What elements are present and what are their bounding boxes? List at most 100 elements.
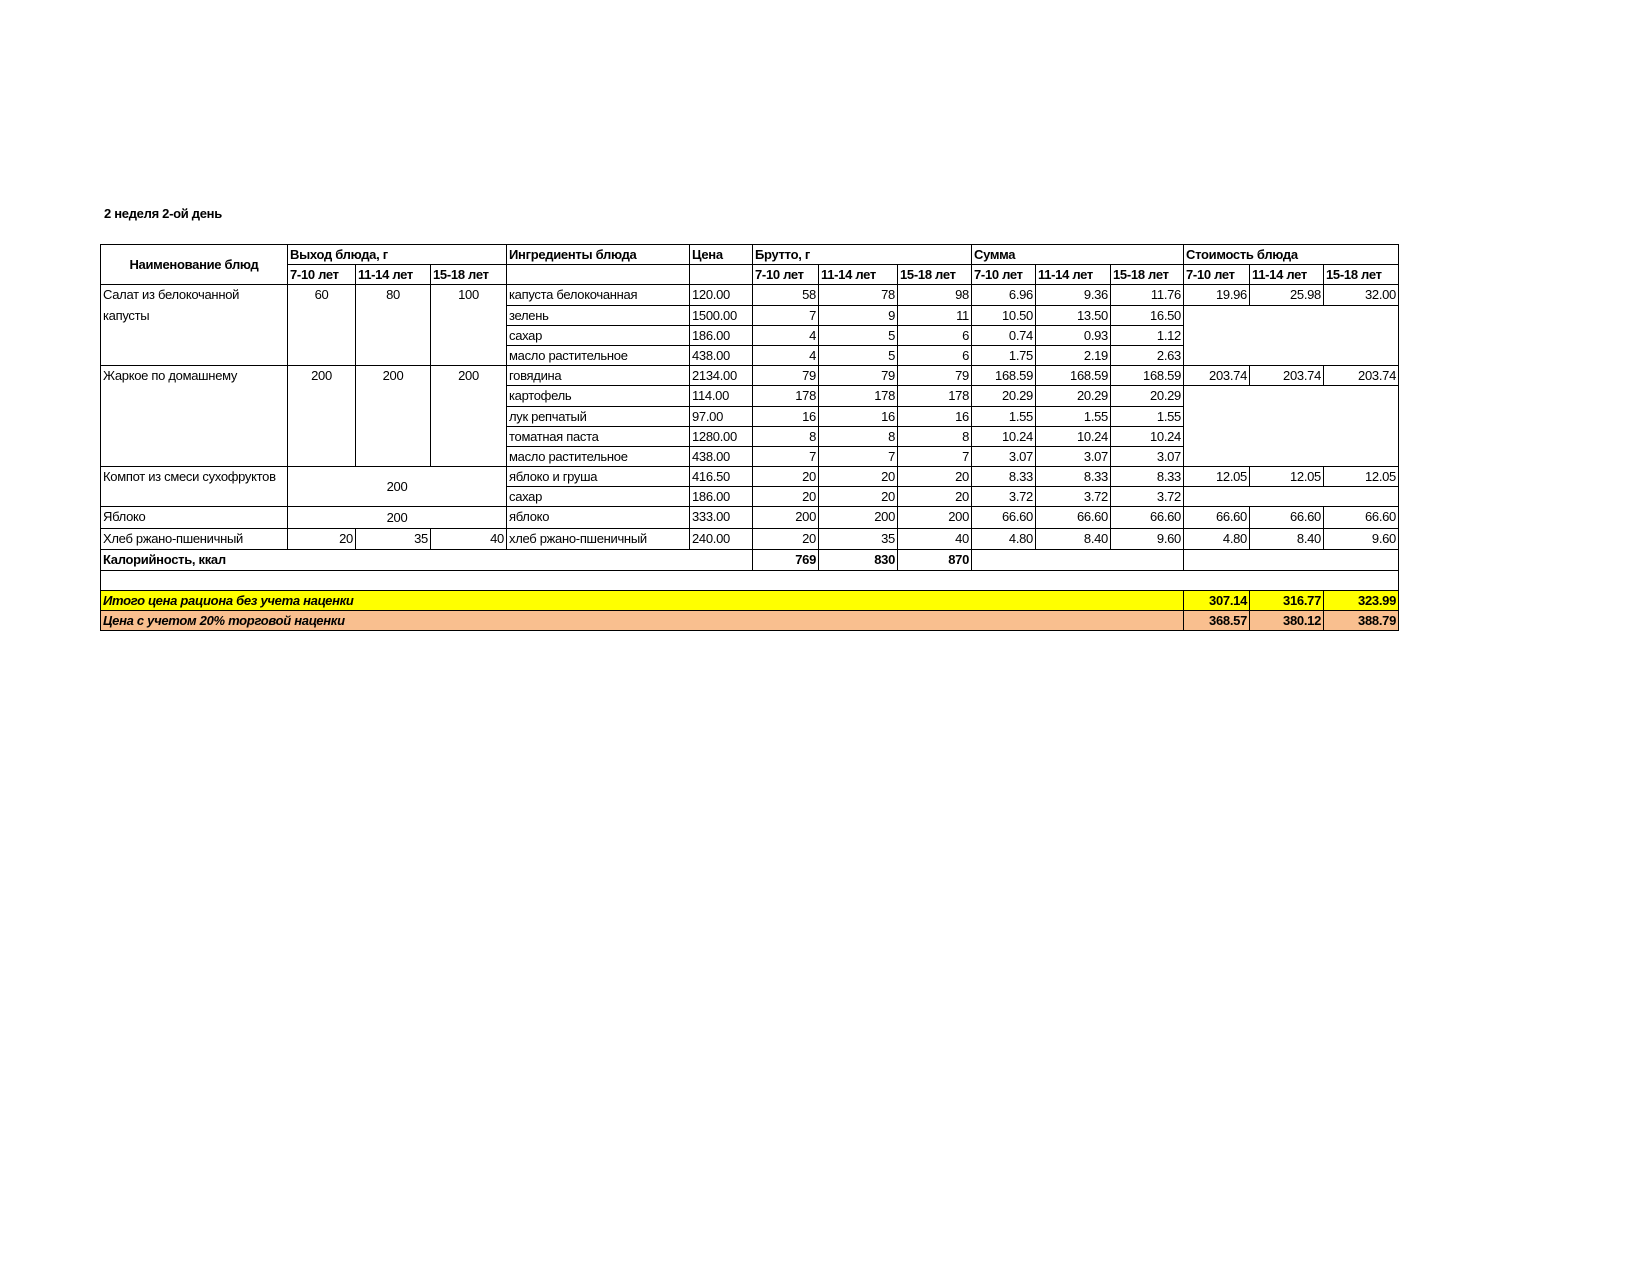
ingredient-price: 120.00	[689, 284, 753, 306]
ingredient-price: 240.00	[689, 527, 753, 551]
ingredient-price: 186.00	[689, 324, 753, 346]
ingredient-gross: 20	[818, 466, 898, 488]
header-price: Цена	[689, 243, 753, 266]
ingredient-gross: 16	[752, 405, 819, 427]
ingredient-price: 97.00	[689, 405, 753, 427]
ingredient-sum: 3.07	[1110, 445, 1184, 468]
dish-cost: 9.60	[1323, 527, 1399, 551]
ingredient-gross: 6	[897, 324, 972, 346]
dish-cost: 203.74	[1249, 365, 1324, 387]
total-with-markup-value: 368.57	[1183, 609, 1250, 632]
dish-cost: 66.60	[1249, 506, 1324, 529]
table-row: масло растительное 438.00 4 5 6 1.75 2.19 2.63	[101, 344, 1399, 367]
header-age-group: 7-10 лет	[287, 264, 356, 286]
ingredient-sum: 8.33	[1035, 466, 1111, 488]
ingredient-sum: 20.29	[1035, 385, 1111, 407]
table-row: Компот из смеси сухофруктов 200 яблоко и г…	[100, 466, 1399, 508]
table-row: сахар 186.00 4 5 6 0.74 0.93 1.12	[101, 324, 1399, 346]
table-row: зелень 1500.00 7 9 11 10.50 13.50 16.50	[101, 304, 1399, 367]
ingredient-sum: 10.24	[1035, 425, 1111, 447]
table-row: масло растительное 438.00 7 7 7 3.07 3.07 3.07	[101, 445, 1399, 468]
ingredient-gross: 5	[818, 324, 898, 346]
ingredient-sum: 20.29	[971, 385, 1036, 407]
ingredient-sum: 11.76	[1110, 284, 1184, 306]
ingredient-sum: 20.29	[1110, 385, 1184, 407]
total-no-markup-value: 323.99	[1323, 589, 1399, 612]
ingredient-name: лук репчатый	[506, 405, 690, 427]
ingredient-sum: 2.19	[1035, 344, 1111, 367]
ingredient-sum: 168.59	[971, 365, 1036, 387]
calories-empty	[971, 549, 1184, 571]
header-age-group: 15-18 лет	[897, 264, 972, 286]
header-age-group: 11-14 лет	[818, 264, 898, 286]
dish-yield: 60	[287, 284, 356, 367]
dish-yield: 200	[355, 365, 431, 468]
total-with-markup-label: Цена с учетом 20% торговой наценки	[100, 609, 1184, 632]
ingredient-gross: 9	[818, 304, 898, 326]
ingredient-name: масло растительное	[506, 445, 690, 468]
ingredient-sum: 168.59	[1035, 365, 1111, 387]
header-empty	[506, 264, 690, 286]
ingredient-gross: 5	[818, 344, 898, 367]
dish-name: Хлеб ржано-пшеничный	[100, 527, 288, 551]
ingredient-name: хлеб ржано-пшеничный	[506, 527, 690, 551]
dish-yield: 35	[355, 527, 431, 551]
ingredient-gross: 20	[752, 486, 819, 508]
dish-cost: 12.05	[1323, 466, 1399, 488]
ingredient-name: масло растительное	[506, 344, 690, 367]
dish-yield: 100	[430, 284, 507, 367]
ingredient-sum: 13.50	[1035, 304, 1111, 326]
ingredient-price: 1500.00	[689, 304, 753, 326]
ingredient-sum: 66.60	[1110, 506, 1184, 529]
header-gross: Брутто, г	[752, 243, 972, 266]
ingredient-name: капуста белокочанная	[506, 284, 690, 306]
ingredient-gross: 8	[897, 425, 972, 447]
dish-yield: 200	[287, 506, 507, 529]
header-cost: Стоимость блюда	[1183, 243, 1399, 266]
header-ingredients: Ингредиенты блюда	[506, 243, 690, 266]
page-title: 2 неделя 2-ой день	[104, 206, 222, 221]
ingredient-gross: 200	[752, 506, 819, 529]
ingredient-gross: 8	[818, 425, 898, 447]
ingredient-gross: 4	[752, 344, 819, 367]
header-age-group: 15-18 лет	[430, 264, 507, 286]
table-row: лук репчатый 97.00 16 16 16 1.55 1.55 1.55	[101, 405, 1399, 427]
ingredient-gross: 11	[897, 304, 972, 326]
dish-name: Яблоко	[100, 506, 288, 529]
ingredient-price: 438.00	[689, 344, 753, 367]
ingredient-price: 438.00	[689, 445, 753, 468]
dish-cost: 25.98	[1249, 284, 1324, 306]
ingredient-sum: 0.93	[1035, 324, 1111, 346]
header-age-group: 15-18 лет	[1323, 264, 1399, 286]
table-row: Салат из белокочанной капусты 60 80 100 капу…	[100, 284, 1399, 367]
ingredient-price: 1280.00	[689, 425, 753, 447]
calories-value: 870	[897, 549, 972, 571]
ingredient-sum: 1.12	[1110, 324, 1184, 346]
header-sum: Сумма	[971, 243, 1184, 266]
ingredient-gross: 7	[752, 304, 819, 326]
ingredient-gross: 58	[752, 284, 819, 306]
header-age-group: 11-14 лет	[1249, 264, 1324, 286]
header-row: Наименование блюд Выход блюда, г Ингредиен…	[100, 243, 1399, 286]
ingredient-sum: 3.72	[1110, 486, 1184, 508]
table-row: Яблоко 200 яблоко 333.00 200 200 200 66.60 66.60…	[100, 506, 1399, 529]
ingredient-gross: 20	[752, 527, 819, 551]
ingredient-sum: 1.55	[1110, 405, 1184, 427]
header-age-group: 11-14 лет	[355, 264, 431, 286]
table-row: Жаркое по домашнему 200 200 200 говядина 2134…	[100, 365, 1399, 468]
ingredient-name: сахар	[506, 324, 690, 346]
ingredient-sum: 66.60	[971, 506, 1036, 529]
ingredient-gross: 6	[897, 344, 972, 367]
total-no-markup-value: 307.14	[1183, 589, 1250, 612]
total-with-markup-value: 388.79	[1323, 609, 1399, 632]
dish-name: Компот из смеси сухофруктов	[100, 466, 288, 508]
total-no-markup-row: Итого цена рациона без учета наценки 307.…	[100, 589, 1399, 612]
header-age-group: 7-10 лет	[971, 264, 1036, 286]
ingredient-gross: 79	[752, 365, 819, 387]
dish-cost: 66.60	[1323, 506, 1399, 529]
ingredient-sum: 3.72	[971, 486, 1036, 508]
ingredient-gross: 7	[818, 445, 898, 468]
dish-cost: 12.05	[1183, 466, 1250, 488]
table-row: сахар 186.00 20 20 20 3.72 3.72 3.72	[101, 486, 1399, 508]
ingredient-gross: 40	[897, 527, 972, 551]
